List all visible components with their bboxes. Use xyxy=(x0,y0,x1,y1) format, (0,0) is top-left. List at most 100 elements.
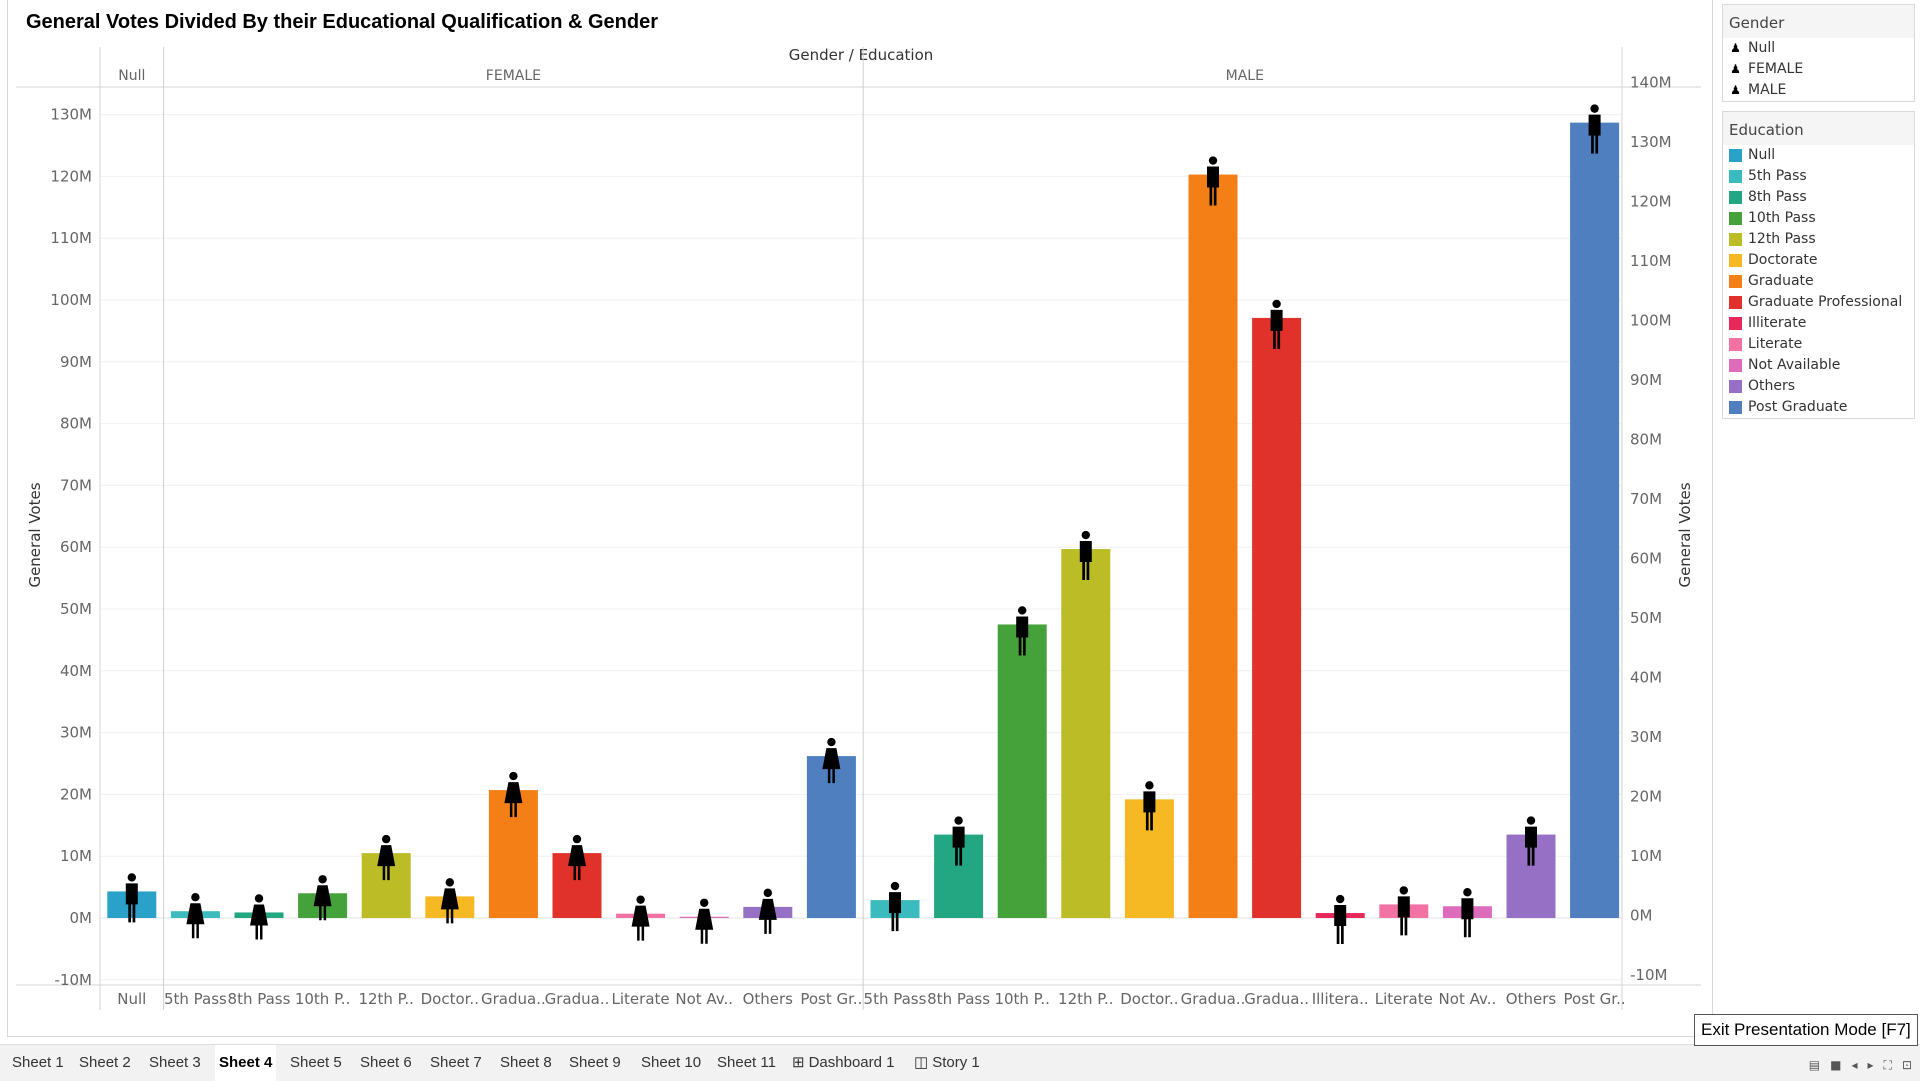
pane-header: Null xyxy=(118,68,145,84)
male-icon xyxy=(125,873,138,923)
y-tick-left: 10M xyxy=(60,847,92,865)
education-legend-title: Education xyxy=(1723,112,1914,145)
x-tick-label: Others xyxy=(743,990,794,1008)
sheet-sorter-icon[interactable]: ▤ xyxy=(1808,1058,1821,1072)
gender-legend-items: ♟ Null ♟ FEMALE ♟ MALE xyxy=(1723,38,1914,101)
sheet-tab[interactable]: Sheet 11 xyxy=(713,1045,780,1081)
x-tick-label: 5th Pass xyxy=(164,990,227,1008)
gender-legend-item[interactable]: ♟ MALE xyxy=(1723,80,1914,101)
y-tick-right: 10M xyxy=(1630,847,1662,865)
y-tick-right: 140M xyxy=(1630,74,1672,92)
male-icon xyxy=(1461,888,1474,938)
sheet-tab[interactable]: Sheet 2 xyxy=(75,1045,135,1081)
x-tick-label: Doctor.. xyxy=(1120,990,1178,1008)
header-label: Gender / Education xyxy=(789,46,934,64)
education-legend-label: Doctorate xyxy=(1748,252,1818,268)
female-icon xyxy=(504,771,523,818)
female-icon xyxy=(568,834,586,881)
sheet-tab-label: Sheet 6 xyxy=(360,1054,412,1071)
y-tick-left: 50M xyxy=(60,600,92,618)
bar xyxy=(1188,174,1238,918)
fullscreen-icon[interactable]: ⛶ xyxy=(1883,1058,1892,1072)
sheet-tab[interactable]: Sheet 7 xyxy=(426,1045,486,1081)
education-legend-items: Null 5th Pass 8th Pass 10th Pass 12th Pass Do… xyxy=(1723,145,1914,418)
next-sheet-icon[interactable]: ▸ xyxy=(1867,1058,1874,1072)
x-tick-label: Illitera.. xyxy=(1312,990,1369,1008)
education-legend-label: 8th Pass xyxy=(1748,189,1807,205)
bar xyxy=(1061,549,1111,918)
x-tick-label: Not Av.. xyxy=(1439,990,1497,1008)
education-legend-item[interactable]: 10th Pass xyxy=(1723,208,1914,229)
education-legend-item[interactable]: Not Available xyxy=(1723,355,1914,376)
gender-legend-title: Gender xyxy=(1723,5,1914,38)
male-icon xyxy=(952,816,965,866)
sheet-tab[interactable]: ◫ Story 1 xyxy=(910,1045,984,1081)
male-icon xyxy=(1334,894,1347,945)
sheet-tab[interactable]: Sheet 1 xyxy=(8,1045,68,1081)
female-icon xyxy=(822,737,841,784)
education-legend-label: 10th Pass xyxy=(1748,210,1816,226)
female-icon xyxy=(250,894,268,940)
education-legend-item[interactable]: Graduate xyxy=(1723,271,1914,292)
x-tick-label: Others xyxy=(1506,990,1557,1008)
sheet-tab-bar: Sheet 1 Sheet 2 Sheet 3 Sheet 4 Sheet 5 Sheet… xyxy=(0,1044,1920,1081)
education-legend-item[interactable]: Post Graduate xyxy=(1723,397,1914,418)
sheet-tab[interactable]: Sheet 9 xyxy=(565,1045,625,1081)
education-legend-label: Literate xyxy=(1748,336,1803,352)
y-tick-left: 130M xyxy=(50,106,92,124)
x-tick-label: Null xyxy=(117,990,146,1008)
sheet-tab[interactable]: Sheet 10 xyxy=(637,1045,705,1081)
female-icon xyxy=(695,898,714,944)
legend-swatch xyxy=(1729,191,1742,204)
education-legend-item[interactable]: Doctorate xyxy=(1723,250,1914,271)
presentation-mode-icon[interactable]: ⊡ xyxy=(1901,1058,1912,1072)
y-tick-right: 50M xyxy=(1630,609,1662,627)
y-tick-right: 80M xyxy=(1630,431,1662,449)
filmstrip-icon[interactable]: ■ xyxy=(1830,1058,1842,1072)
x-tick-label: Gradua.. xyxy=(1181,990,1246,1008)
worksheet: General Votes Divided By their Education… xyxy=(7,0,1713,1037)
x-tick-label: Gradua.. xyxy=(545,990,610,1008)
sheet-tab[interactable]: Sheet 4 xyxy=(215,1045,277,1081)
y-tick-left: 100M xyxy=(50,291,92,309)
sheet-tab[interactable]: ⊞ Dashboard 1 xyxy=(788,1045,898,1081)
bar xyxy=(1506,834,1556,918)
gender-legend-item[interactable]: ♟ FEMALE xyxy=(1723,59,1914,80)
education-legend-item[interactable]: Others xyxy=(1723,376,1914,397)
sheet-tab-label: Sheet 4 xyxy=(219,1054,273,1071)
education-legend-label: 12th Pass xyxy=(1748,231,1816,247)
x-tick-label: Doctor.. xyxy=(421,990,479,1008)
pane-header: MALE xyxy=(1226,68,1264,84)
male-icon xyxy=(1016,606,1029,656)
gender-legend-item[interactable]: ♟ Null xyxy=(1723,38,1914,59)
bar xyxy=(1570,122,1620,918)
education-legend-item[interactable]: Graduate Professional xyxy=(1723,292,1914,313)
education-legend-item[interactable]: Null xyxy=(1723,145,1914,166)
x-tick-label: Literate xyxy=(612,990,670,1008)
education-legend-item[interactable]: 8th Pass xyxy=(1723,187,1914,208)
male-icon xyxy=(1143,781,1156,831)
education-legend-item[interactable]: 12th Pass xyxy=(1723,229,1914,250)
sheet-tab[interactable]: Sheet 3 xyxy=(145,1045,205,1081)
sheet-tab-label: Sheet 2 xyxy=(79,1054,131,1071)
prev-sheet-icon[interactable]: ◂ xyxy=(1851,1058,1858,1072)
sheet-tab[interactable]: Sheet 5 xyxy=(286,1045,346,1081)
sheet-tab-label: Sheet 3 xyxy=(149,1054,201,1071)
y-tick-right: 130M xyxy=(1630,133,1672,151)
legend-swatch xyxy=(1729,149,1742,162)
education-legend-item[interactable]: Illiterate xyxy=(1723,313,1914,334)
education-legend: Education Null 5th Pass 8th Pass 10th Pass 1… xyxy=(1722,111,1915,419)
story-icon: ◫ xyxy=(914,1054,929,1071)
sheet-tab[interactable]: Sheet 6 xyxy=(356,1045,416,1081)
sheet-tab[interactable]: Sheet 8 xyxy=(496,1045,556,1081)
y-tick-right: 0M xyxy=(1630,907,1653,925)
legend-swatch xyxy=(1729,212,1742,225)
education-legend-item[interactable]: Literate xyxy=(1723,334,1914,355)
legend-swatch xyxy=(1729,359,1742,372)
female-icon xyxy=(631,895,650,941)
education-legend-item[interactable]: 5th Pass xyxy=(1723,166,1914,187)
sheet-tab-label: Sheet 1 xyxy=(12,1054,64,1071)
legend-swatch xyxy=(1729,401,1742,414)
gender-legend-label: Null xyxy=(1748,40,1776,56)
male-icon xyxy=(1588,104,1601,154)
